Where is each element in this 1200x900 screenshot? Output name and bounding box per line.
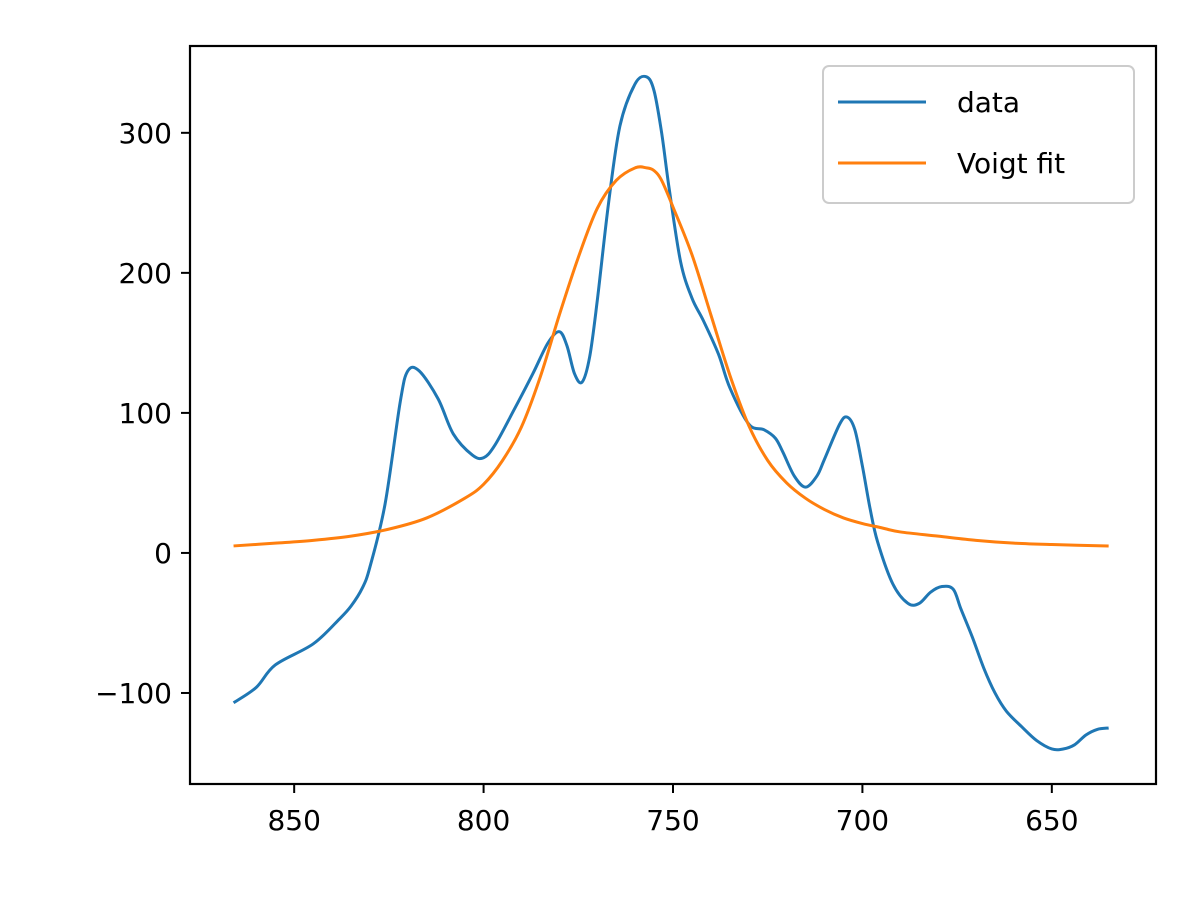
x-tick-label: 850 bbox=[267, 804, 320, 837]
y-tick-label: 0 bbox=[154, 537, 172, 570]
legend-label-voigt-fit: Voigt fit bbox=[957, 147, 1065, 180]
series-line-data bbox=[232, 74, 1109, 752]
series-layer bbox=[232, 74, 1109, 752]
x-tick-label: 650 bbox=[1025, 804, 1078, 837]
x-tick-label: 750 bbox=[646, 804, 699, 837]
axis-layer: 850 800 750 700 650 −100 0 100 200 300 bbox=[95, 117, 1078, 837]
legend-box bbox=[822, 65, 1135, 204]
y-tick-label: 200 bbox=[119, 257, 172, 290]
x-tick-label: 700 bbox=[836, 804, 889, 837]
series-line-voigt-fit bbox=[233, 165, 1109, 548]
y-tick-label: −100 bbox=[95, 677, 172, 710]
legend-label-data: data bbox=[957, 86, 1020, 119]
legend: data Voigt fit bbox=[822, 65, 1135, 204]
x-tick-label: 800 bbox=[457, 804, 510, 837]
y-tick-label: 300 bbox=[119, 117, 172, 150]
y-tick-label: 100 bbox=[119, 397, 172, 430]
